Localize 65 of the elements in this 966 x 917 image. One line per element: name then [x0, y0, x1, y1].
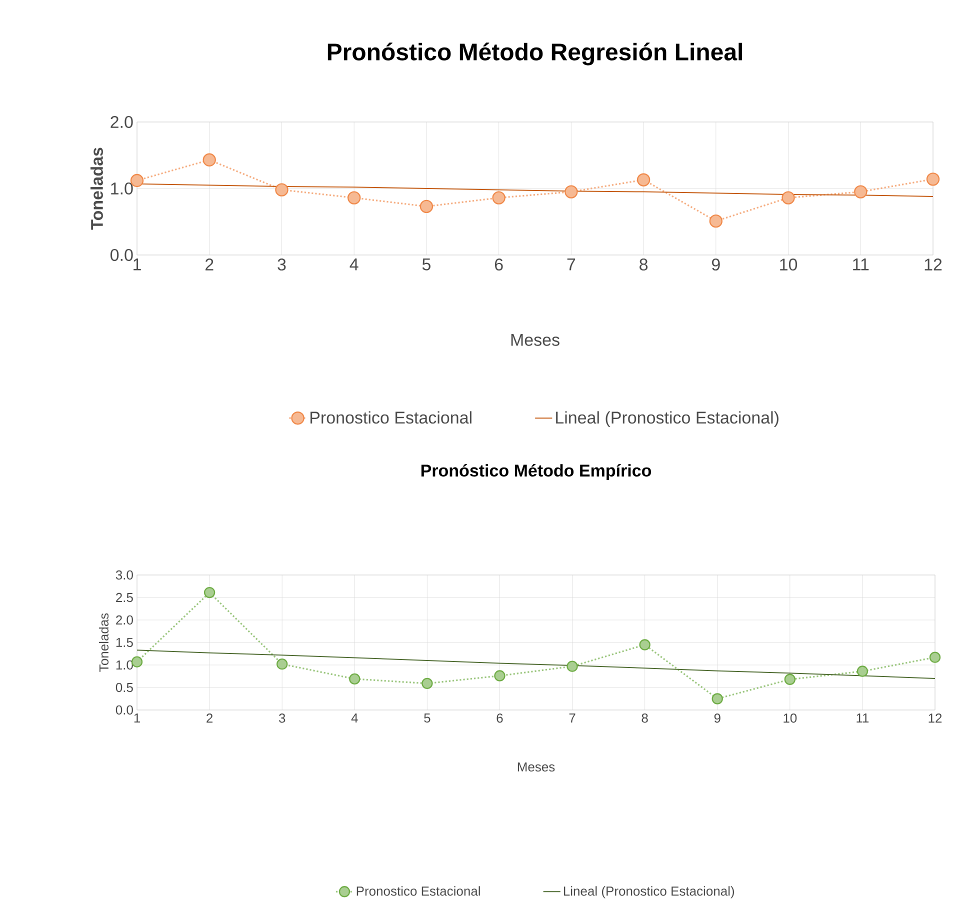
point: [784, 674, 796, 685]
point: [782, 191, 795, 204]
x-tick-label: 11: [853, 258, 869, 270]
x-tick-label: 3: [278, 714, 286, 723]
point: [422, 678, 433, 690]
point: [202, 153, 216, 166]
y-tick-label: 2.0: [116, 615, 133, 625]
legend-label: Pronostico Estacional: [356, 886, 480, 896]
point: [276, 658, 288, 670]
point: [564, 185, 578, 198]
y-tick-label: 3.0: [116, 570, 133, 580]
point: [639, 639, 650, 650]
x-tick-label: 4: [350, 258, 358, 270]
y-tick-label: 0.0: [110, 248, 133, 262]
y-tick-label: 2.5: [116, 592, 133, 602]
x-axis-title: Meses: [511, 334, 560, 346]
y-tick-label: 0.0: [116, 705, 133, 715]
y-axis-title: Toneladas: [98, 613, 109, 672]
point: [712, 693, 723, 704]
x-tick-label: 6: [496, 714, 503, 723]
y-tick-label: 1.5: [116, 638, 133, 648]
x-tick-label: 11: [856, 714, 869, 722]
x-tick-label: 3: [278, 258, 286, 271]
x-tick-label: 8: [642, 714, 648, 723]
point: [854, 185, 868, 198]
point: [709, 214, 723, 228]
x-tick-label: 9: [712, 258, 720, 271]
point: [347, 191, 361, 204]
x-tick-label: 7: [569, 714, 576, 722]
x-tick-label: 6: [494, 258, 503, 271]
point: [636, 173, 650, 186]
x-tick-label: 12: [928, 714, 942, 723]
x-tick-label: 8: [640, 258, 648, 271]
point: [566, 660, 578, 672]
point: [275, 183, 288, 196]
legend-label: Lineal (Pronostico Estacional): [556, 411, 778, 428]
point: [349, 673, 360, 685]
x-tick-label: 10: [784, 714, 797, 723]
x-tick-label: 5: [424, 714, 430, 723]
x-tick-label: 4: [351, 714, 358, 722]
x-tick-label: 1: [134, 258, 141, 270]
point: [492, 191, 506, 204]
point: [856, 666, 868, 677]
chart-title: Pronóstico Método Empírico: [421, 464, 652, 480]
x-tick-label: 9: [714, 714, 720, 723]
x-tick-label: 10: [780, 258, 798, 271]
point: [204, 586, 216, 598]
x-axis-title: Meses: [518, 762, 555, 772]
x-tick-label: 2: [206, 714, 213, 723]
x-tick-label: 5: [422, 258, 430, 270]
y-tick-label: 2.0: [110, 116, 133, 128]
y-axis-title: Toneladas: [90, 148, 103, 230]
point: [420, 200, 434, 214]
x-tick-label: 12: [924, 258, 942, 270]
point: [929, 652, 941, 663]
point: [926, 172, 940, 186]
x-tick-label: 1: [134, 714, 140, 722]
x-tick-label: 2: [206, 258, 214, 270]
y-tick-label: 0.5: [116, 682, 133, 692]
x-tick-label: 7: [567, 258, 576, 270]
point: [494, 670, 506, 682]
legend-label: Lineal (Pronostico Estacional): [564, 886, 734, 898]
chart-title: Pronóstico Método Regresión Lineal: [328, 42, 742, 66]
legend-label: Pronostico Estacional: [310, 411, 472, 424]
y-tick-label: 1.0: [111, 182, 133, 195]
